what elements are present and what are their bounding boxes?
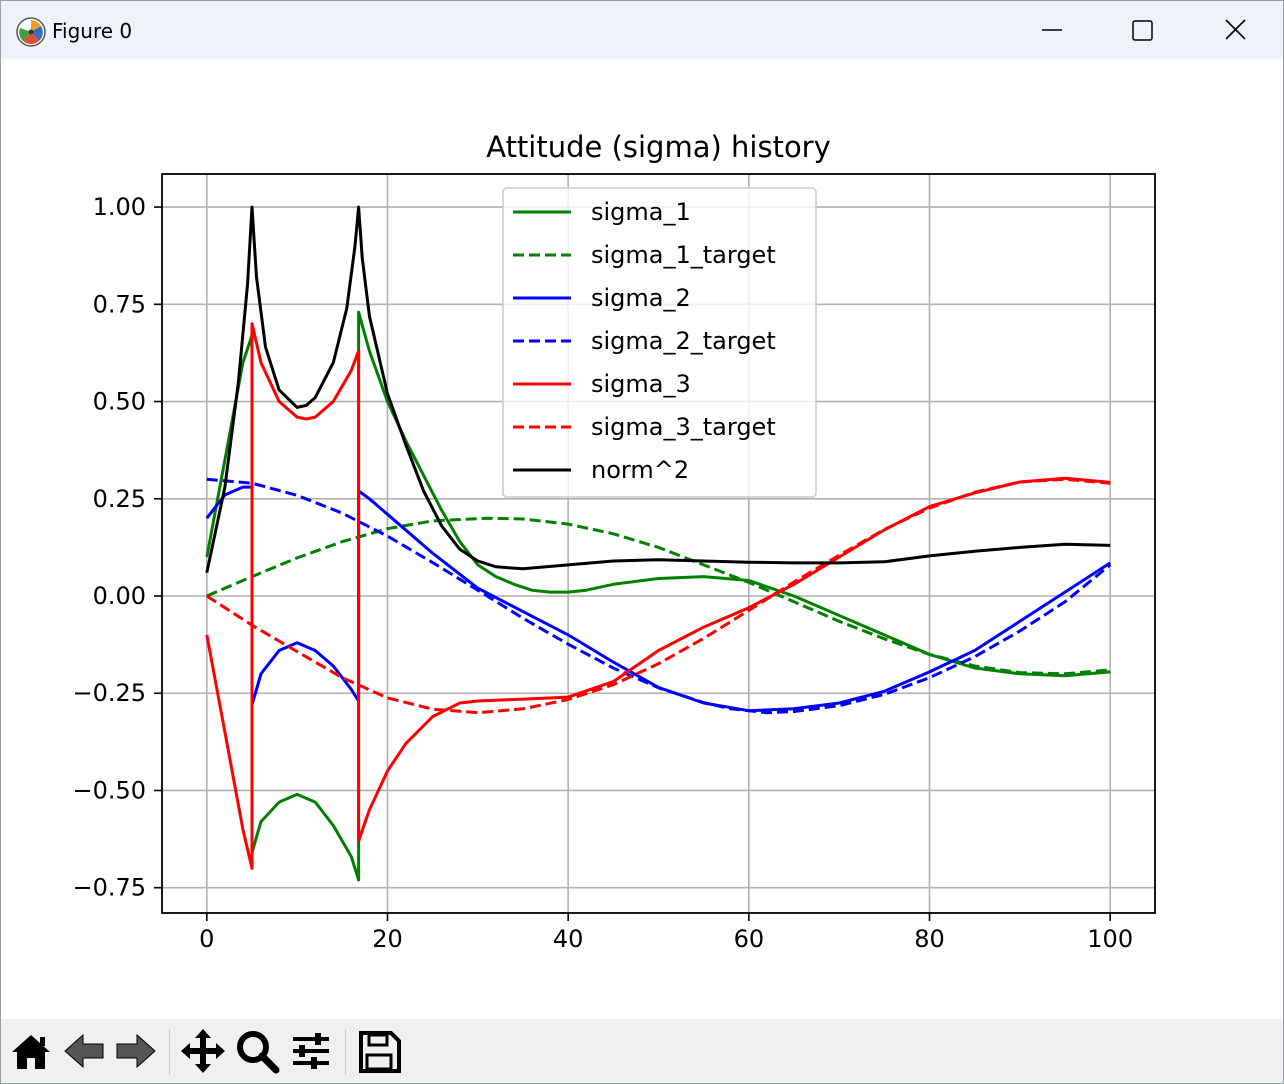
series-line-norm-2 — [205, 205, 1111, 574]
legend-entry: sigma_3_target — [591, 413, 776, 441]
series-line-sigma-1 — [205, 310, 1111, 882]
legend-entry: sigma_3 — [591, 370, 691, 398]
pan-move-icon — [181, 1029, 225, 1073]
forward-arrow-icon — [116, 1033, 156, 1069]
matplotlib-logo-icon — [16, 17, 46, 47]
y-tick-label: 0.25 — [93, 485, 146, 513]
series-line-sigma-2 — [205, 485, 1112, 713]
maximize-icon — [1132, 20, 1153, 41]
y-tick-label: 0.00 — [93, 582, 146, 610]
window-title: Figure 0 — [52, 19, 133, 43]
save-floppy-icon — [359, 1031, 401, 1073]
pan-button[interactable] — [179, 1027, 227, 1075]
back-button[interactable] — [61, 1027, 109, 1075]
x-tick-label: 100 — [1087, 925, 1133, 953]
zoom-button[interactable] — [233, 1027, 281, 1075]
toolbar-separator — [169, 1029, 170, 1075]
configure-subplots-icon — [293, 1033, 329, 1069]
y-tick-label: 0.75 — [93, 290, 146, 318]
back-arrow-icon — [64, 1033, 104, 1069]
close-icon — [1225, 19, 1246, 40]
minimize-button[interactable] — [1005, 1, 1097, 59]
chart-title: Attitude (sigma) history — [486, 130, 831, 164]
maximize-button[interactable] — [1097, 1, 1189, 59]
home-button[interactable] — [7, 1027, 55, 1075]
title-bar: Figure 0 — [1, 1, 1283, 59]
legend-entry: sigma_1_target — [591, 241, 776, 269]
toolbar-separator — [345, 1029, 346, 1075]
legend-entry: sigma_2 — [591, 284, 691, 312]
legend-entry: norm^2 — [591, 456, 689, 484]
legend-entry: sigma_1 — [591, 198, 691, 226]
x-tick-label: 0 — [199, 925, 214, 953]
x-tick-label: 80 — [914, 925, 945, 953]
close-button[interactable] — [1189, 1, 1281, 59]
chart: 0 20 40 60 80 100 −0.75 −0.50 −0.25 0.00 0.25 0.50 0… — [72, 130, 1156, 953]
minimize-icon — [1042, 29, 1062, 31]
series-line-sigma-2-target — [206, 477, 1112, 715]
y-tick-label: 1.00 — [93, 193, 146, 221]
x-tick-label: 20 — [372, 925, 403, 953]
x-tick-label: 60 — [734, 925, 765, 953]
save-button[interactable] — [355, 1027, 403, 1075]
x-tick-label: 40 — [553, 925, 584, 953]
y-tick-label: −0.25 — [72, 679, 146, 707]
legend-entry: sigma_2_target — [591, 327, 776, 355]
axes-frame — [161, 173, 1156, 914]
home-icon — [12, 1035, 50, 1069]
configure-subplots-button[interactable] — [287, 1027, 335, 1075]
figure-canvas[interactable]: 0 20 40 60 80 100 −0.75 −0.50 −0.25 0.00 0.25 0.50 0… — [1, 59, 1283, 1019]
zoom-magnifier-icon — [237, 1031, 280, 1074]
y-tick-label: −0.75 — [72, 874, 146, 902]
y-tick-label: −0.50 — [72, 776, 146, 804]
forward-button[interactable] — [111, 1027, 159, 1075]
series-line-sigma-3-target — [205, 477, 1111, 715]
y-tick-label: 0.50 — [93, 388, 146, 416]
navigation-toolbar — [1, 1019, 1283, 1083]
legend-box — [502, 187, 817, 498]
